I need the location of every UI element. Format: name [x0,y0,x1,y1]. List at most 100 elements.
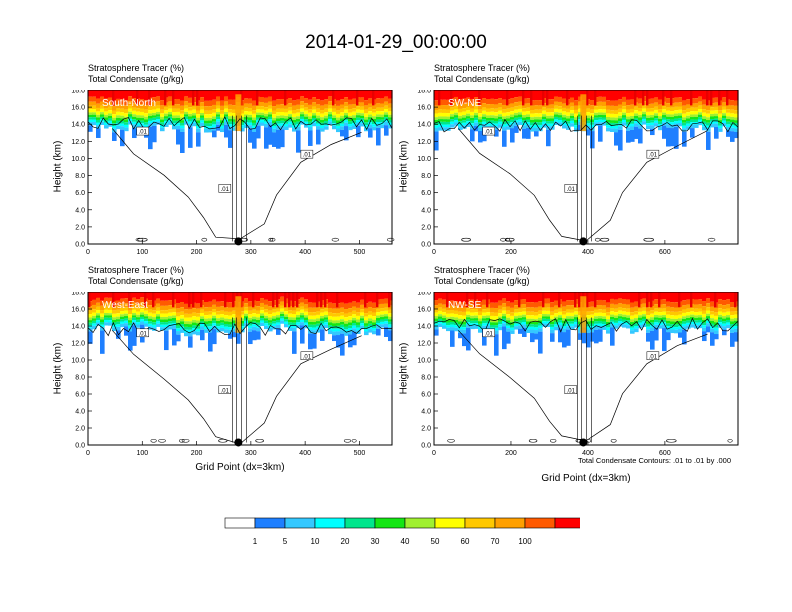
tracer-cell [442,119,447,122]
tracer-cell [470,312,475,316]
tracer-cell [634,120,639,124]
tracer-cell [670,119,675,123]
tracer-cell [248,306,253,311]
tracer-cell [384,303,389,308]
tracer-cell [478,127,483,131]
y-tick-label: 16.0 [417,105,431,112]
tracer-cell [474,109,479,113]
tracer-cell [730,105,735,110]
tracer-cell [478,307,483,312]
tracer-cell [698,121,703,126]
tracer-cell [292,128,297,132]
tracer-cell [566,329,571,346]
tracer-cell [324,322,329,325]
tracer-cell [634,106,639,111]
tracer-cell [324,308,329,312]
tracer-cell [442,127,447,131]
tracer-cell [116,292,121,301]
tracer-cell [610,303,615,309]
tracer-cell [694,124,699,128]
tracer-cell [356,112,361,116]
tracer-cell [128,118,133,122]
tracer-cell [718,122,723,126]
tracer-cell [734,311,739,315]
tracer-cell [96,122,101,126]
tracer-cell [288,103,293,108]
tracer-cell [168,105,173,109]
tracer-cell [578,318,583,322]
tracer-cell [626,317,631,321]
tracer-cell [462,108,467,112]
tracer-cell [698,109,703,113]
tracer-cell [626,325,631,329]
tracer-cell [260,97,265,103]
tracer-cell [304,317,309,321]
tracer-cell [156,323,161,327]
tracer-cell [458,302,463,308]
tracer-cell [566,123,571,127]
tracer-cell [606,117,611,120]
tracer-cell [518,112,523,115]
tracer-cell [312,322,317,325]
tracer-cell [666,320,671,324]
tracer-cell [196,123,201,126]
tracer-cell [618,292,623,299]
tracer-cell [280,318,285,321]
tracer-cell [360,320,365,324]
tracer-cell [308,116,313,119]
tracer-cell [434,326,439,330]
tracer-cell [678,90,683,98]
tracer-cell [498,300,503,306]
tracer-cell [546,90,549,106]
tracer-cell [554,90,559,97]
tracer-cell [308,321,313,325]
tracer-cell [328,325,333,328]
tracer-cell [726,104,731,110]
tracer-cell [304,98,309,104]
tracer-cell [188,329,193,333]
tracer-cell [634,110,639,114]
tracer-cell [380,111,385,115]
tracer-cell [92,119,97,122]
tracer-cell [376,320,381,323]
tracer-cell [116,305,121,310]
tracer-cell [268,96,273,102]
tracer-cell [574,119,579,123]
tracer-cell [312,102,317,107]
tracer-cell [268,105,273,109]
tracer-cell [454,301,459,307]
tracer-cell [542,114,547,117]
tracer-cell [638,120,643,123]
tracer-cell [208,110,213,115]
tracer-cell [654,120,659,124]
tracer-cell [248,310,253,315]
tracer-cell [276,319,281,323]
tracer-cell [96,125,101,129]
tracer-cell [264,107,269,111]
tracer-cell [184,121,189,125]
tracer-cell [434,305,439,310]
tracer-cell [602,122,607,126]
tracer-cell [670,326,675,330]
tracer-cell [252,305,257,310]
tracer-cell [264,110,269,114]
tracer-cell [200,329,205,341]
tracer-cell [220,292,225,302]
tracer-cell [630,104,635,109]
tracer-cell [116,98,121,105]
y-tick-label: 14.0 [417,324,431,331]
tracer-cell [486,292,489,308]
tracer-cell [264,320,269,324]
tracer-cell [558,96,563,102]
tracer-cell [442,299,447,305]
tracer-cell [562,119,567,123]
tracer-cell [618,121,623,124]
tracer-cell [260,322,265,327]
tracer-cell [666,326,671,329]
tracer-cell [558,101,563,107]
tracer-cell [590,301,595,307]
tracer-cell [722,90,727,98]
tracer-cell [514,97,519,103]
tracer-cell [256,122,261,126]
tracer-cell [380,303,385,309]
